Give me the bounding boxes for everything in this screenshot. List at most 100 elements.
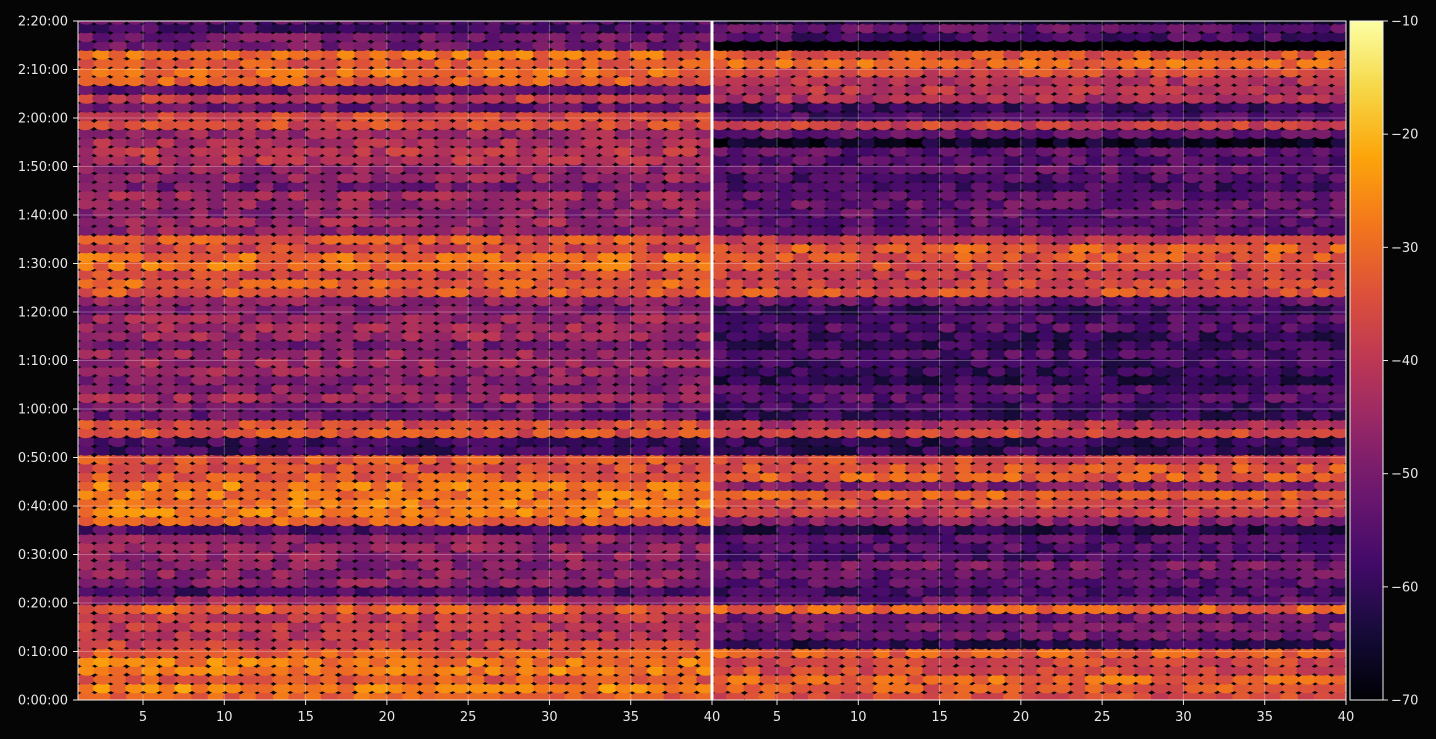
- heatmap-cell: [451, 304, 471, 315]
- heatmap-cell: [1086, 410, 1106, 421]
- heatmap-cell: [108, 234, 128, 245]
- heatmap-cell: [758, 691, 778, 700]
- heatmap-cell: [906, 559, 926, 571]
- heatmap-cell: [500, 102, 519, 113]
- heatmap-cell: [289, 207, 309, 219]
- heatmap-cell: [939, 304, 959, 315]
- heatmap-cell: [1313, 612, 1333, 623]
- heatmap-cell: [630, 647, 650, 659]
- heatmap-cell: [906, 331, 926, 342]
- heatmap-cell: [972, 674, 991, 685]
- heatmap-cell: [1004, 463, 1023, 474]
- heatmap-cell: [434, 181, 454, 192]
- heatmap-cell: [1297, 287, 1316, 298]
- heatmap-cell: [954, 603, 974, 615]
- heatmap-cell: [1264, 603, 1284, 615]
- heatmap-cell: [1036, 339, 1056, 351]
- heatmap-cell: [190, 128, 210, 139]
- heatmap-cell: [712, 357, 731, 368]
- heatmap-cell: [501, 322, 521, 333]
- heatmap-cell: [483, 269, 503, 280]
- heatmap-cell: [922, 586, 942, 597]
- heatmap-cell: [532, 67, 552, 78]
- heatmap-cell: [191, 146, 210, 157]
- heatmap-cell: [418, 67, 438, 78]
- heatmap-cell: [597, 243, 617, 254]
- heatmap-cell: [320, 269, 340, 280]
- heatmap-cell: [140, 551, 160, 562]
- heatmap-cell: [856, 445, 876, 456]
- heatmap-cell: [435, 383, 455, 395]
- heatmap-cell: [484, 419, 504, 430]
- heatmap-cell: [679, 498, 699, 509]
- heatmap-cell: [451, 225, 470, 236]
- heatmap-cell: [159, 172, 178, 183]
- heatmap-cell: [175, 551, 195, 562]
- heatmap-cell: [987, 639, 1007, 650]
- heatmap-cell: [142, 524, 162, 535]
- heatmap-cell: [385, 498, 405, 509]
- heatmap-cell: [271, 137, 291, 148]
- heatmap-cell: [1216, 339, 1235, 351]
- heatmap-cell: [631, 410, 650, 421]
- heatmap-cell: [386, 445, 405, 456]
- heatmap-cell: [141, 146, 161, 157]
- heatmap-cell: [434, 515, 454, 527]
- heatmap-cell: [1216, 463, 1236, 474]
- heatmap-cell: [157, 243, 177, 254]
- heatmap-cell: [500, 480, 519, 491]
- heatmap-cell: [1183, 551, 1203, 562]
- heatmap-cell: [304, 559, 324, 571]
- heatmap-cell: [369, 23, 389, 34]
- heatmap-cell: [157, 647, 177, 659]
- heatmap-cell: [1118, 612, 1138, 623]
- heatmap-cell: [774, 542, 794, 553]
- heatmap-cell: [581, 111, 601, 122]
- heatmap-cell: [500, 216, 520, 227]
- heatmap-cell: [387, 40, 407, 51]
- heatmap-cell: [483, 674, 503, 685]
- heatmap-cell: [1084, 612, 1104, 623]
- heatmap-cell: [1166, 674, 1186, 685]
- heatmap-cell: [271, 357, 291, 368]
- heatmap-cell: [191, 49, 211, 60]
- heatmap-cell: [256, 75, 275, 87]
- heatmap-cell: [484, 595, 504, 606]
- heatmap-cell: [516, 533, 536, 544]
- heatmap-cell: [774, 436, 794, 447]
- heatmap-cell: [938, 331, 958, 342]
- heatmap-cell: [663, 454, 683, 465]
- heatmap-cell: [484, 234, 504, 245]
- heatmap-cell: [501, 630, 521, 641]
- heatmap-cell: [385, 401, 405, 412]
- heatmap-cell: [354, 392, 374, 403]
- heatmap-cell: [1298, 612, 1317, 623]
- heatmap-cell: [369, 199, 388, 210]
- heatmap-cell: [840, 260, 860, 271]
- heatmap-cell: [499, 375, 519, 386]
- heatmap-cell: [775, 357, 795, 368]
- heatmap-cell: [614, 84, 634, 96]
- heatmap-cell: [1004, 357, 1024, 368]
- heatmap-cell: [1166, 427, 1186, 439]
- heatmap-cell: [223, 155, 243, 166]
- heatmap-cell: [646, 234, 666, 245]
- heatmap-cell: [1232, 480, 1252, 491]
- heatmap-cell: [840, 603, 860, 615]
- heatmap-cell: [725, 410, 745, 421]
- heatmap-cell: [417, 639, 437, 650]
- heatmap-cell: [1151, 533, 1170, 544]
- heatmap-cell: [255, 58, 275, 69]
- heatmap-cell: [615, 603, 635, 615]
- heatmap-cell: [256, 172, 276, 183]
- heatmap-cell: [92, 595, 111, 606]
- heatmap-cell: [1313, 489, 1333, 500]
- heatmap-cell: [108, 278, 128, 289]
- heatmap-cell: [1134, 507, 1154, 518]
- heatmap-cell: [78, 102, 96, 113]
- heatmap-cell: [727, 507, 747, 518]
- heatmap-cell: [484, 348, 504, 359]
- heatmap-cell: [775, 647, 795, 659]
- heatmap-cell: [255, 427, 275, 439]
- heatmap-cell: [516, 647, 535, 659]
